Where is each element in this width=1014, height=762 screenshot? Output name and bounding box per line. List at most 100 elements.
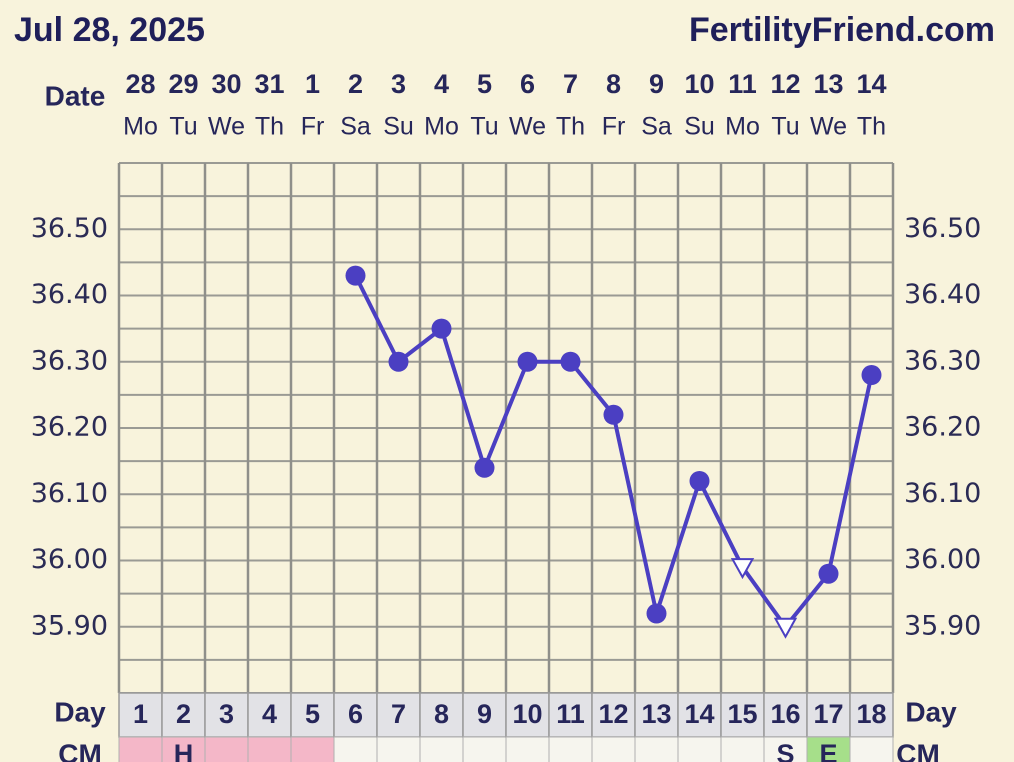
- cycle-day: 10: [512, 699, 542, 729]
- date-label: Date: [45, 80, 106, 111]
- x-tick-label: 29: [168, 69, 198, 99]
- x-tick-label: 8: [606, 69, 621, 99]
- x-tick-label: 11: [728, 69, 757, 99]
- weekday-label: Th: [255, 113, 284, 141]
- x-tick-label: 30: [211, 69, 241, 99]
- x-tick-label: 3: [391, 69, 406, 99]
- cm-cell: [419, 736, 464, 762]
- weekday-label: Sa: [340, 113, 371, 141]
- cycle-day: 1: [133, 699, 148, 729]
- cycle-day: 3: [219, 699, 234, 729]
- day-cell: [333, 692, 378, 738]
- day-cell: [806, 692, 851, 738]
- x-tick-label: 6: [520, 69, 535, 99]
- cycle-day: 14: [684, 699, 714, 729]
- weekday-label: Mo: [725, 113, 760, 141]
- point-marker: [345, 265, 366, 286]
- cm-cell: [548, 736, 593, 762]
- cm-value: H: [174, 739, 194, 762]
- point-marker: [689, 471, 710, 491]
- cycle-day: 18: [856, 699, 886, 729]
- day-label: Day: [54, 696, 106, 727]
- cycle-day: 16: [770, 699, 800, 729]
- weekday-label: Sa: [641, 113, 672, 141]
- cycle-day: 17: [813, 699, 843, 729]
- cm-cell: [634, 736, 679, 762]
- cycle-day: 6: [348, 699, 363, 729]
- cm-value: E: [819, 739, 837, 762]
- y-tick-label: 35.90: [904, 610, 981, 641]
- cycle-day: 5: [305, 699, 320, 729]
- y-tick-label: 35.90: [31, 610, 108, 641]
- weekday-label: Th: [857, 113, 886, 141]
- point-marker: [388, 351, 409, 372]
- cm-cell: [677, 736, 722, 762]
- weekday-label: Su: [383, 113, 414, 141]
- y-tick-label: 36.10: [31, 478, 108, 509]
- cycle-day: 7: [391, 699, 406, 729]
- weekday-label: Th: [556, 113, 585, 141]
- y-tick-label: 36.10: [904, 478, 981, 509]
- point-marker: [560, 351, 581, 372]
- x-tick-label: 13: [813, 69, 843, 99]
- point-marker: [474, 457, 495, 478]
- x-tick-label: 14: [856, 69, 886, 99]
- weekday-label: We: [810, 113, 847, 141]
- x-tick-label: 7: [563, 69, 578, 99]
- weekday-label: Fr: [602, 113, 626, 141]
- day-cell: [462, 692, 507, 738]
- weekday-label: Fr: [301, 113, 325, 141]
- x-tick-label: 31: [254, 69, 284, 99]
- point-marker: [818, 563, 839, 584]
- x-tick-label: 9: [649, 69, 664, 99]
- x-tick-label: 5: [477, 69, 492, 99]
- weekday-label: We: [509, 113, 546, 141]
- weekday-label: Tu: [169, 113, 197, 141]
- point-marker: [517, 351, 538, 372]
- x-tick-label: 4: [434, 69, 449, 99]
- day-label: Day: [905, 696, 957, 727]
- weekday-label: Mo: [123, 113, 158, 141]
- x-tick-label: 28: [125, 69, 155, 99]
- cycle-day: 9: [477, 699, 492, 729]
- cycle-day: 2: [176, 699, 191, 729]
- cm-cell: [505, 736, 550, 762]
- cm-cell: [591, 736, 636, 762]
- weekday-label: Tu: [470, 113, 498, 141]
- x-tick-label: 12: [770, 69, 800, 99]
- point-marker: [773, 617, 798, 639]
- cm-cell: [462, 736, 507, 762]
- point-marker: [646, 603, 667, 624]
- y-tick-label: 36.30: [904, 345, 981, 376]
- day-cell: [118, 692, 163, 738]
- y-tick-label: 36.20: [904, 412, 981, 443]
- cm-cell: [333, 736, 378, 762]
- point-marker: [603, 404, 624, 425]
- y-tick-label: 36.00: [31, 544, 108, 575]
- cm-cell: [290, 736, 335, 762]
- day-cell: [290, 692, 335, 738]
- cycle-day: 4: [262, 699, 277, 729]
- y-tick-label: 36.00: [904, 544, 981, 575]
- y-tick-label: 36.40: [904, 279, 981, 310]
- chart-date: Jul 28, 2025: [14, 11, 205, 49]
- x-tick-label: 10: [684, 69, 714, 99]
- cm-cell: [849, 736, 894, 762]
- x-tick-label: 1: [305, 69, 320, 99]
- point-marker: [431, 318, 452, 339]
- cycle-day: 12: [598, 699, 628, 729]
- y-tick-label: 36.50: [31, 213, 108, 244]
- cm-value: S: [776, 739, 794, 762]
- weekday-label: Su: [684, 113, 715, 141]
- cm-cell: [204, 736, 249, 762]
- cycle-day: 15: [727, 699, 757, 729]
- cm-cell: [763, 736, 808, 762]
- cm-cell: [376, 736, 421, 762]
- day-cell: [720, 692, 765, 738]
- day-cell: [505, 692, 550, 738]
- cm-cell: [161, 736, 206, 762]
- x-tick-label: 2: [348, 69, 363, 99]
- cycle-day: 13: [641, 699, 671, 729]
